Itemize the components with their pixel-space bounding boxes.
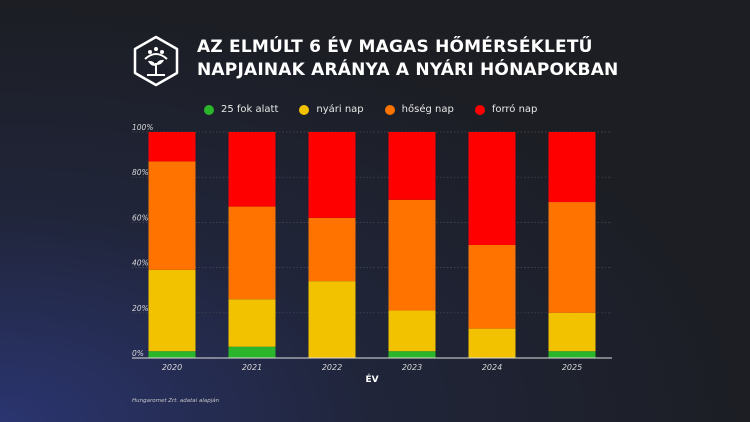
chart-title-line-1: AZ ELMÚLT 6 ÉV MAGAS HŐMÉRSÉKLETŰ <box>197 37 593 57</box>
chart-title: AZ ELMÚLT 6 ÉV MAGAS HŐMÉRSÉKLETŰ NAPJAI… <box>197 36 618 82</box>
x-tick-label: 2024 <box>482 363 502 372</box>
bar-segment <box>148 269 196 352</box>
bar-segment <box>228 206 276 300</box>
bar-segment <box>388 310 436 352</box>
legend-item-nyari-nap: nyári nap <box>299 104 364 115</box>
y-tick-label: 100% <box>132 123 153 132</box>
bar-segment <box>308 132 356 218</box>
bar-segment <box>388 351 436 358</box>
bar-segment <box>548 132 596 203</box>
bar-segment <box>228 299 276 347</box>
bar-segment <box>228 132 276 207</box>
legend-swatch <box>204 104 214 115</box>
x-tick-label: 2022 <box>322 363 342 372</box>
legend-label: 25 fok alatt <box>221 104 279 115</box>
source-note: Hungaromet Zrt. adatai alapján <box>132 398 220 404</box>
legend-label: forró nap <box>491 104 538 115</box>
x-axis-title: ÉV <box>365 373 378 385</box>
legend-label: nyári nap <box>316 104 364 115</box>
bar-segment <box>148 132 196 162</box>
y-tick-label: 40% <box>132 259 149 268</box>
bar-segment <box>468 328 516 358</box>
legend-swatch <box>299 104 310 115</box>
bar-segment <box>388 132 436 200</box>
bar-segment <box>548 351 596 358</box>
legend-label: hőség nap <box>401 104 454 115</box>
x-tick-label: 2021 <box>242 363 262 372</box>
bar-segment <box>388 199 436 311</box>
y-tick-label: 60% <box>132 213 149 222</box>
chart-title-line-2: NAPJAINAK ARÁNYA A NYÁRI HÓNAPOKBAN <box>197 60 619 80</box>
legend-swatch <box>384 104 395 115</box>
bar-segment <box>228 346 276 358</box>
legend-item-hoseg-nap: hőség nap <box>384 104 454 115</box>
legend-item-forro-nap: forró nap <box>474 104 538 115</box>
y-tick-label: 0% <box>132 349 144 358</box>
x-tick-label: 2020 <box>162 363 182 372</box>
bar-segment <box>308 281 356 358</box>
bar-segment <box>308 217 356 282</box>
bar-segment <box>548 202 596 313</box>
legend: 25 fok alatt nyári nap hőség nap forró n… <box>204 104 558 115</box>
bar-segment <box>148 161 196 270</box>
bar-segment <box>468 132 516 245</box>
x-tick-label: 2025 <box>562 363 582 372</box>
y-tick-label: 80% <box>132 168 149 177</box>
bar-segment <box>548 312 596 352</box>
x-tick-label: 2023 <box>402 363 422 372</box>
bar-segment <box>468 245 516 329</box>
legend-item-25-fok-alatt: 25 fok alatt <box>204 104 278 115</box>
y-tick-label: 20% <box>132 304 149 313</box>
bar-segment <box>148 351 196 358</box>
seedling-hexagon-icon <box>133 35 179 87</box>
legend-swatch <box>474 104 485 115</box>
